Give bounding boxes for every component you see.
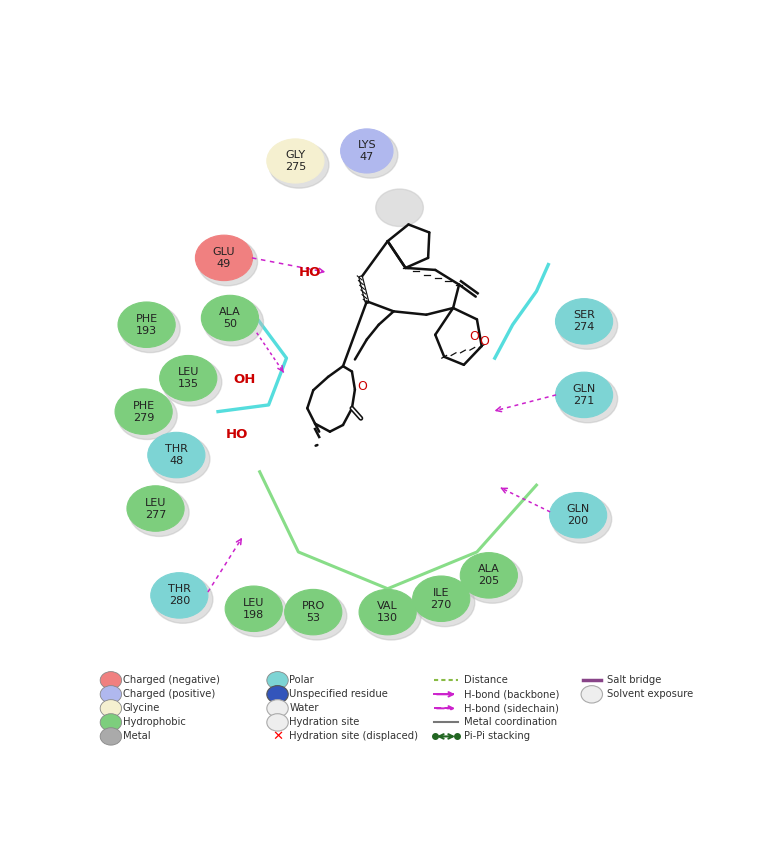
Ellipse shape: [150, 435, 210, 483]
Text: THR
280: THR 280: [168, 584, 190, 607]
Text: Charged (negative): Charged (negative): [123, 675, 220, 686]
Ellipse shape: [266, 672, 288, 689]
Text: H-bond (backbone): H-bond (backbone): [464, 689, 559, 700]
Ellipse shape: [341, 128, 393, 173]
Ellipse shape: [555, 299, 613, 344]
Ellipse shape: [551, 496, 611, 543]
Text: PRO
53: PRO 53: [302, 602, 325, 623]
Ellipse shape: [555, 372, 613, 418]
Ellipse shape: [160, 356, 217, 401]
Ellipse shape: [266, 139, 324, 183]
Text: OH: OH: [233, 373, 256, 386]
Text: LYS
47: LYS 47: [357, 140, 376, 162]
Text: ALA
205: ALA 205: [478, 564, 500, 587]
Text: SER
274: SER 274: [573, 311, 595, 332]
Text: THR
48: THR 48: [165, 444, 188, 466]
Text: HO: HO: [299, 266, 321, 279]
Text: O: O: [469, 330, 479, 343]
Ellipse shape: [343, 132, 398, 178]
Text: VAL
130: VAL 130: [377, 602, 398, 623]
Ellipse shape: [120, 305, 180, 352]
Text: GLU
49: GLU 49: [213, 247, 235, 269]
Ellipse shape: [201, 295, 259, 341]
Ellipse shape: [285, 589, 342, 635]
Text: Distance: Distance: [464, 675, 508, 686]
Text: Charged (positive): Charged (positive): [123, 689, 215, 700]
Ellipse shape: [195, 235, 253, 280]
Text: GLN
271: GLN 271: [572, 384, 596, 406]
Text: LEU
135: LEU 135: [177, 367, 199, 389]
Ellipse shape: [115, 389, 172, 434]
Ellipse shape: [118, 391, 177, 439]
Ellipse shape: [361, 592, 421, 640]
Ellipse shape: [118, 302, 175, 347]
Ellipse shape: [558, 301, 617, 349]
Ellipse shape: [462, 556, 522, 603]
Ellipse shape: [415, 579, 475, 627]
Ellipse shape: [581, 686, 603, 703]
Text: Water: Water: [290, 703, 319, 713]
Ellipse shape: [286, 592, 347, 640]
Ellipse shape: [412, 576, 470, 621]
Ellipse shape: [100, 672, 121, 689]
Text: Hydrophobic: Hydrophobic: [123, 717, 186, 727]
Ellipse shape: [460, 553, 518, 598]
Ellipse shape: [269, 141, 329, 188]
Text: Salt bridge: Salt bridge: [607, 675, 661, 686]
Text: GLN
200: GLN 200: [567, 504, 590, 526]
Text: PHE
193: PHE 193: [135, 313, 157, 336]
Text: O: O: [479, 335, 489, 348]
Ellipse shape: [129, 489, 189, 536]
Text: Glycine: Glycine: [123, 703, 161, 713]
Ellipse shape: [153, 575, 213, 623]
Ellipse shape: [558, 375, 617, 423]
Text: PHE
279: PHE 279: [133, 401, 154, 423]
Text: GLY
275: GLY 275: [285, 150, 306, 172]
Text: ✕: ✕: [272, 730, 283, 743]
Text: LEU
198: LEU 198: [243, 598, 264, 620]
Ellipse shape: [550, 492, 607, 538]
Text: O: O: [358, 379, 368, 392]
Ellipse shape: [147, 432, 205, 477]
Text: LEU
277: LEU 277: [145, 497, 166, 520]
Ellipse shape: [127, 486, 184, 531]
Text: Solvent exposure: Solvent exposure: [607, 689, 693, 700]
Text: Polar: Polar: [290, 675, 314, 686]
Ellipse shape: [225, 586, 283, 632]
Text: Hydration site: Hydration site: [290, 717, 360, 727]
Ellipse shape: [227, 589, 287, 636]
Ellipse shape: [204, 299, 263, 346]
Ellipse shape: [100, 727, 121, 745]
Text: H-bond (sidechain): H-bond (sidechain): [464, 703, 558, 713]
Text: HO: HO: [225, 429, 248, 442]
Ellipse shape: [266, 700, 288, 717]
Text: Hydration site (displaced): Hydration site (displaced): [290, 732, 419, 741]
Ellipse shape: [100, 713, 121, 731]
Ellipse shape: [376, 189, 423, 227]
Ellipse shape: [100, 700, 121, 717]
Ellipse shape: [100, 686, 121, 703]
Text: ALA
50: ALA 50: [219, 307, 241, 329]
Ellipse shape: [266, 713, 288, 731]
Text: ILE
270: ILE 270: [431, 588, 452, 609]
Ellipse shape: [162, 358, 222, 406]
Text: Metal coordination: Metal coordination: [464, 717, 557, 727]
Ellipse shape: [359, 589, 416, 635]
Text: Metal: Metal: [123, 732, 151, 741]
Ellipse shape: [151, 573, 208, 618]
Text: Pi-Pi stacking: Pi-Pi stacking: [464, 732, 530, 741]
Ellipse shape: [266, 686, 288, 703]
Text: Unspecified residue: Unspecified residue: [290, 689, 389, 700]
Ellipse shape: [197, 238, 257, 286]
